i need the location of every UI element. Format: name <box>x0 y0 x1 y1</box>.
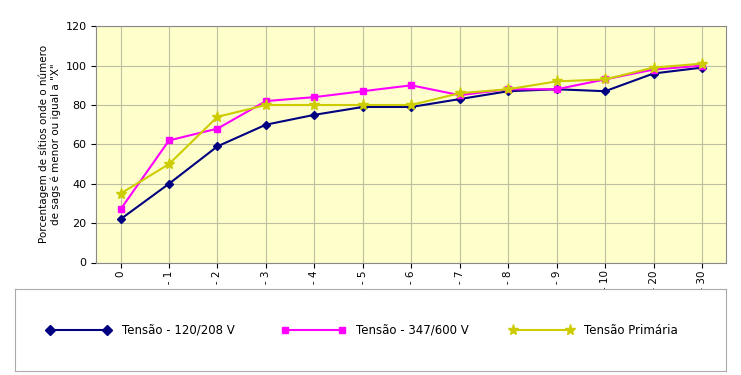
Tensão - 347/600 V <box>359 89 368 93</box>
Tensão Primária <box>213 115 222 119</box>
Tensão Primária <box>407 103 416 107</box>
Tensão - 347/600 V <box>649 68 658 72</box>
Line: Tensão - 120/208 V: Tensão - 120/208 V <box>118 65 705 222</box>
Tensão Primária <box>455 91 464 96</box>
Tensão Primária <box>601 77 610 82</box>
Tensão Primária <box>262 103 270 107</box>
Tensão - 347/600 V <box>116 207 125 212</box>
Tensão - 347/600 V <box>310 95 319 99</box>
Tensão - 120/208 V <box>359 105 368 109</box>
X-axis label: Média de sags por fase por mês por sítio "X": Média de sags por fase por mês por sítio… <box>288 311 535 321</box>
Tensão Primária <box>165 162 173 166</box>
Line: Tensão - 347/600 V: Tensão - 347/600 V <box>118 63 705 212</box>
Tensão Primária <box>116 191 125 196</box>
Tensão - 120/208 V <box>552 87 561 92</box>
Tensão - 347/600 V <box>262 99 270 104</box>
Tensão - 120/208 V <box>116 217 125 221</box>
Tensão - 347/600 V <box>455 93 464 98</box>
Tensão - 120/208 V <box>310 112 319 117</box>
Tensão Primária <box>649 65 658 70</box>
Text: Tensão - 120/208 V: Tensão - 120/208 V <box>122 324 234 336</box>
Tensão - 347/600 V <box>552 87 561 92</box>
Tensão - 347/600 V <box>504 87 513 92</box>
Tensão - 347/600 V <box>601 77 610 82</box>
Tensão - 120/208 V <box>697 65 706 70</box>
Tensão - 120/208 V <box>213 144 222 148</box>
Tensão - 120/208 V <box>165 182 173 186</box>
Tensão - 347/600 V <box>165 138 173 143</box>
Tensão - 120/208 V <box>455 97 464 101</box>
Tensão - 120/208 V <box>407 105 416 109</box>
Text: Tensão - 347/600 V: Tensão - 347/600 V <box>356 324 469 336</box>
Tensão Primária <box>552 79 561 84</box>
Tensão - 120/208 V <box>649 71 658 76</box>
Tensão - 347/600 V <box>697 63 706 68</box>
Tensão Primária <box>697 62 706 66</box>
Tensão - 120/208 V <box>601 89 610 93</box>
Tensão - 120/208 V <box>504 89 513 93</box>
Tensão - 347/600 V <box>407 83 416 88</box>
Y-axis label: Porcentagem de sítios onde o número
de sags é menor ou igual a "X": Porcentagem de sítios onde o número de s… <box>39 45 62 243</box>
Tensão - 347/600 V <box>213 126 222 131</box>
Tensão - 120/208 V <box>262 122 270 127</box>
Tensão Primária <box>310 103 319 107</box>
Tensão Primária <box>504 87 513 92</box>
Line: Tensão Primária: Tensão Primária <box>115 58 708 199</box>
Tensão Primária <box>359 103 368 107</box>
Text: Tensão Primária: Tensão Primária <box>584 324 678 336</box>
